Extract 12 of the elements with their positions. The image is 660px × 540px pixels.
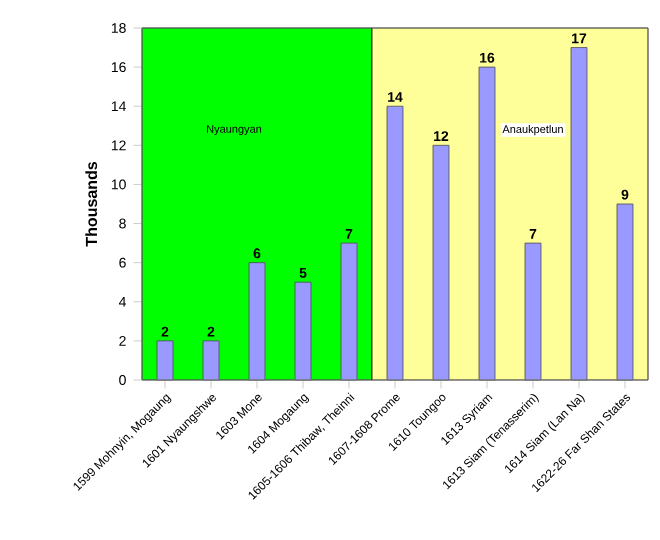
bar bbox=[294, 281, 312, 381]
bar bbox=[156, 340, 174, 381]
bar bbox=[616, 203, 634, 381]
bar bbox=[202, 340, 220, 381]
bar bbox=[432, 144, 450, 381]
bar bbox=[478, 66, 496, 381]
bar bbox=[340, 242, 358, 381]
bar bbox=[570, 47, 588, 381]
y-axis-title: Thousands bbox=[85, 161, 98, 247]
bar bbox=[386, 105, 404, 381]
bar bbox=[524, 242, 542, 381]
bar bbox=[248, 262, 266, 381]
